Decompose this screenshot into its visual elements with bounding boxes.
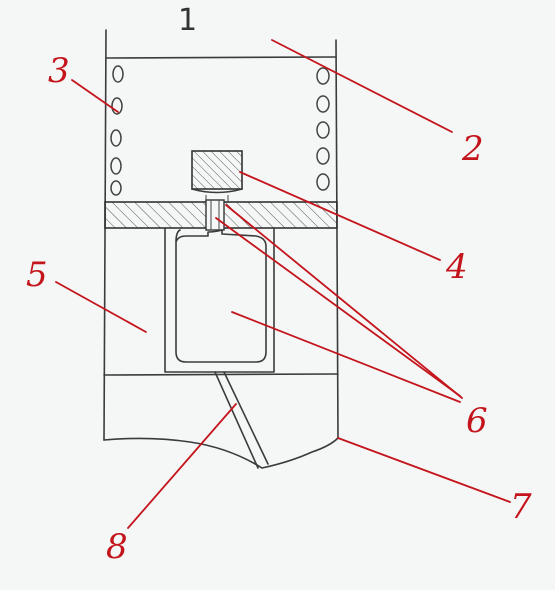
support-rod bbox=[214, 371, 269, 469]
vessel bbox=[164, 227, 275, 373]
leader-4 bbox=[239, 171, 441, 261]
label-3: 3 bbox=[48, 51, 70, 91]
label-6: 6 bbox=[466, 401, 488, 441]
label-7: 7 bbox=[510, 487, 532, 527]
right-wall bbox=[335, 39, 339, 439]
left-heater-coils bbox=[110, 65, 124, 196]
leader-7 bbox=[337, 437, 511, 503]
label-4: 4 bbox=[445, 247, 468, 287]
leader-6a bbox=[215, 217, 461, 397]
connecting-stem bbox=[205, 199, 225, 231]
leader-8 bbox=[127, 403, 237, 529]
label-8: 8 bbox=[106, 527, 128, 567]
leader-2 bbox=[271, 39, 453, 133]
lower-chamber-line bbox=[103, 373, 339, 376]
crucible bbox=[191, 150, 243, 202]
label-2: 2 bbox=[461, 129, 484, 169]
right-heater-coils bbox=[316, 67, 330, 191]
leader-6c bbox=[231, 311, 461, 403]
left-wall bbox=[103, 29, 107, 441]
top-chamber-line bbox=[105, 56, 337, 59]
leader-3 bbox=[71, 79, 119, 113]
label-5: 5 bbox=[26, 255, 48, 295]
leader-6b bbox=[225, 204, 463, 399]
bottom-break-line bbox=[103, 437, 339, 469]
label-1: 1 bbox=[178, 3, 197, 38]
leader-5 bbox=[55, 281, 147, 333]
